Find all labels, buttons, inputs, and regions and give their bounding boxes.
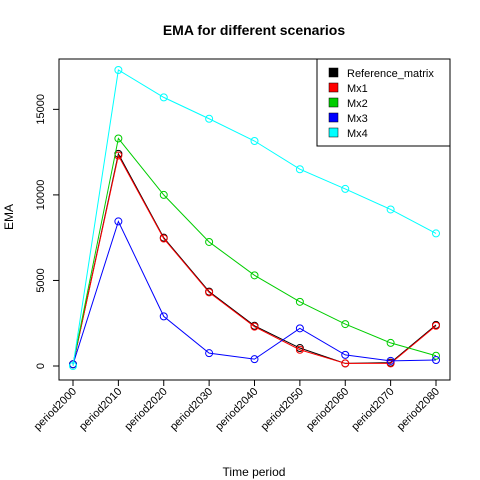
legend-swatch xyxy=(328,97,339,108)
y-tick-label: 10000 xyxy=(35,180,47,211)
legend-swatch xyxy=(328,127,339,138)
data-point xyxy=(341,359,350,368)
x-tick-label: period2050 xyxy=(259,386,306,433)
data-point xyxy=(386,359,395,368)
legend-entry: Mx3 xyxy=(347,113,368,125)
legend-swatch xyxy=(328,82,339,93)
data-point xyxy=(341,184,350,193)
data-point xyxy=(250,322,259,331)
data-point xyxy=(114,217,123,226)
data-point xyxy=(341,320,350,329)
data-point xyxy=(159,234,168,243)
x-tick-label: period2070 xyxy=(349,386,396,433)
legend: Reference_matrix Mx1 Mx2 Mx3 Mx4 xyxy=(316,58,451,147)
x-tick-label: period2000 xyxy=(32,386,79,433)
legend-entry: Mx4 xyxy=(347,128,368,140)
x-tick-label: period2040 xyxy=(213,386,260,433)
data-point xyxy=(295,297,304,306)
series-layer xyxy=(69,66,440,370)
legend-swatch xyxy=(328,67,339,78)
data-point xyxy=(205,288,214,297)
data-point xyxy=(295,345,304,354)
data-point xyxy=(159,312,168,321)
x-tick-label: period2080 xyxy=(395,386,442,433)
series-Mx3 xyxy=(69,217,440,369)
y-tick-label: 5000 xyxy=(35,268,47,292)
y-tick-label: 15000 xyxy=(35,94,47,125)
data-point xyxy=(295,324,304,333)
data-point xyxy=(114,134,123,143)
data-point xyxy=(205,349,214,358)
data-point xyxy=(114,66,123,74)
data-point xyxy=(432,229,440,238)
x-axis-label: Time period xyxy=(223,465,286,479)
y-tick-label: 0 xyxy=(35,363,47,369)
legend-box xyxy=(316,58,451,147)
data-point xyxy=(386,205,395,214)
data-point xyxy=(69,362,77,370)
data-point xyxy=(386,338,395,347)
data-point xyxy=(205,237,214,246)
data-point xyxy=(386,356,395,365)
data-point xyxy=(432,351,440,360)
legend-entry: Mx2 xyxy=(347,98,368,110)
legend-entry: Reference_matrix xyxy=(347,68,434,80)
series-Mx4 xyxy=(69,66,440,370)
data-point xyxy=(250,137,259,146)
series-Mx1 xyxy=(69,151,440,369)
x-tick-label: period2030 xyxy=(168,386,215,433)
series-line xyxy=(72,220,437,365)
series-line xyxy=(72,69,437,367)
data-point xyxy=(159,190,168,199)
data-point xyxy=(159,93,168,102)
x-tick-label: period2010 xyxy=(77,386,124,433)
x-tick-label: period2020 xyxy=(122,386,169,433)
data-point xyxy=(250,271,259,280)
data-point xyxy=(250,355,259,364)
series-Mx2 xyxy=(69,134,440,369)
data-point xyxy=(341,350,350,359)
series-line xyxy=(72,137,437,365)
x-tick-label: period2060 xyxy=(304,386,351,433)
data-point xyxy=(205,114,214,123)
y-axis-label: EMA xyxy=(2,204,16,230)
data-point xyxy=(295,165,304,174)
legend-entry: Mx1 xyxy=(347,83,368,95)
data-point xyxy=(432,321,440,330)
series-line xyxy=(72,152,437,365)
data-point xyxy=(432,356,440,365)
series-Reference_matrix xyxy=(69,149,440,369)
chart-title: EMA for different scenarios xyxy=(163,22,346,38)
legend-swatch xyxy=(328,112,339,123)
series-line xyxy=(72,154,437,365)
